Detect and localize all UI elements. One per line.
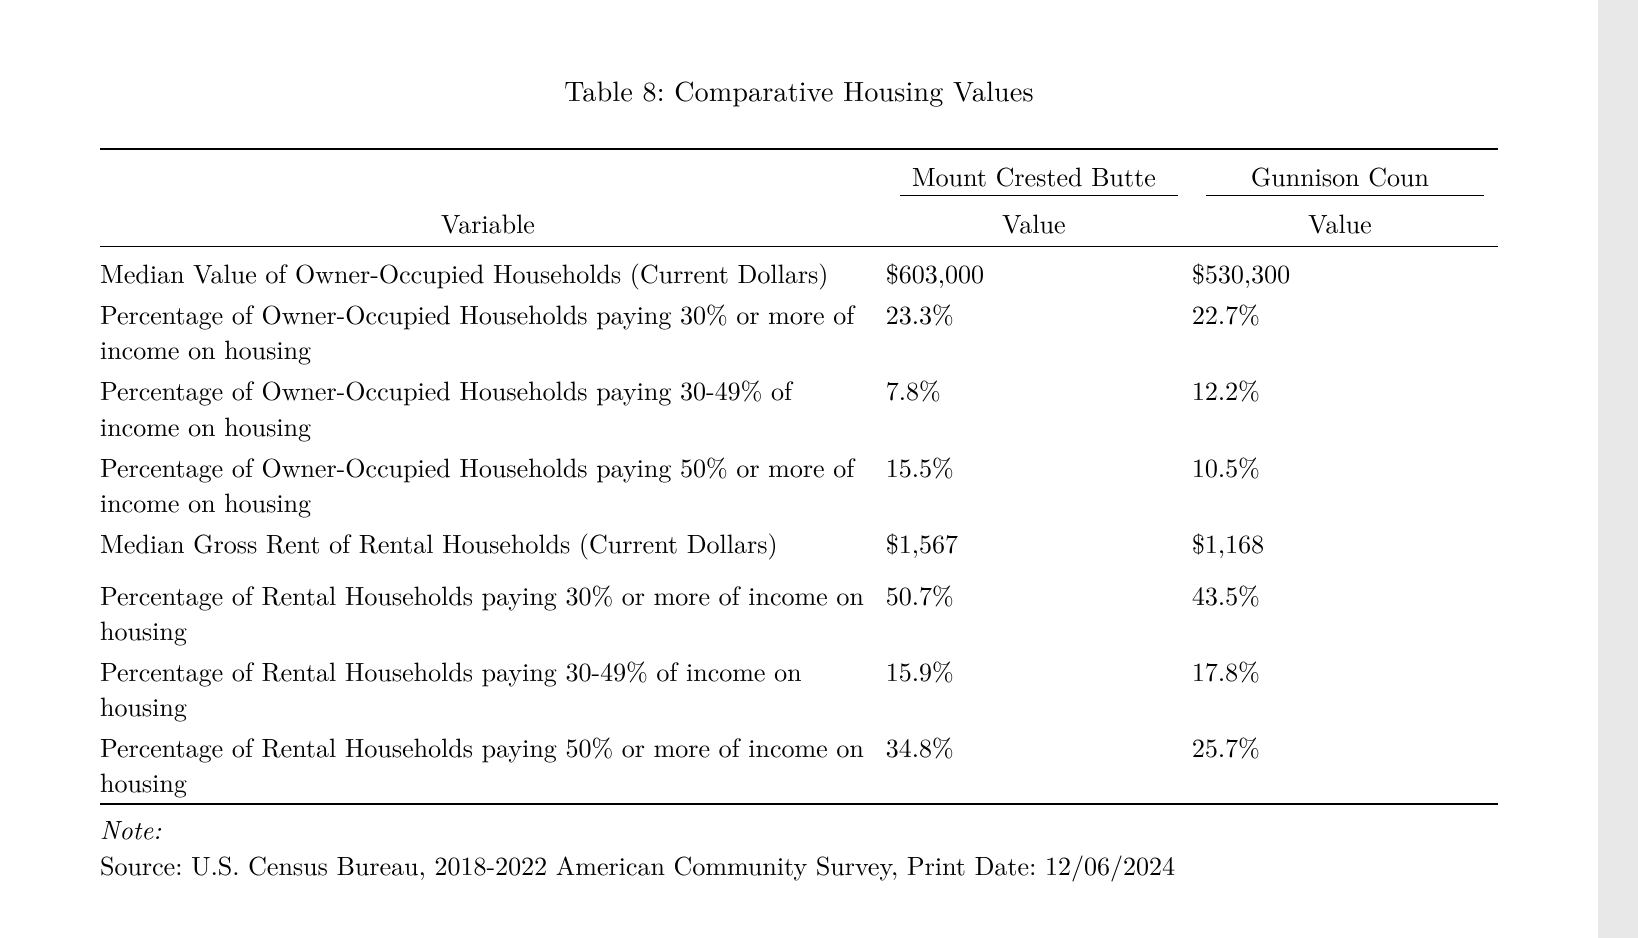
cell-value-1: $603,000 (886, 247, 1192, 294)
cell-value-1: 7.8% (886, 369, 1192, 445)
table-body-lower: Percentage of Rental Households paying 3… (100, 563, 1498, 804)
table-row: Percentage of Rental Households paying 3… (100, 650, 1498, 726)
cell-value-2: $530,300 (1192, 247, 1498, 294)
header-group-1: Mount Crested Butte (886, 149, 1192, 195)
cell-value-2: 43.5% (1192, 563, 1498, 650)
header-value-2: Value (1192, 201, 1498, 247)
header-group-2: Gunnison Coun (1192, 149, 1498, 195)
cell-value-1: $1,567 (886, 522, 1192, 563)
cell-value-1: 15.9% (886, 650, 1192, 726)
cell-variable: Percentage of Rental Households paying 3… (100, 563, 886, 650)
cell-value-2: 10.5% (1192, 446, 1498, 522)
cell-variable: Percentage of Owner-Occupied Households … (100, 369, 886, 445)
cell-variable: Percentage of Owner-Occupied Households … (100, 293, 886, 369)
cell-value-1: 23.3% (886, 293, 1192, 369)
cell-variable: Percentage of Rental Households paying 3… (100, 650, 886, 726)
table-row: Median Gross Rent of Rental Households (… (100, 522, 1498, 563)
cell-value-2: 25.7% (1192, 726, 1498, 803)
table-note: Note: Source: U.S. Census Bureau, 2018-2… (100, 811, 1498, 884)
note-source: Source: U.S. Census Bureau, 2018-2022 Am… (100, 846, 1175, 883)
header-group-row: Mount Crested Butte Gunnison Coun (100, 149, 1498, 195)
header-value-1: Value (886, 201, 1192, 247)
cell-variable: Median Gross Rent of Rental Households (… (100, 522, 886, 563)
table-caption: Table 8: Comparative Housing Values (100, 70, 1498, 110)
cell-variable: Percentage of Owner-Occupied Households … (100, 446, 886, 522)
cell-variable: Percentage of Rental Households paying 5… (100, 726, 886, 803)
table-row: Percentage of Rental Households paying 3… (100, 563, 1498, 650)
table-row: Percentage of Owner-Occupied Households … (100, 369, 1498, 445)
cell-value-1: 50.7% (886, 563, 1192, 650)
table-body-upper: Median Value of Owner-Occupied Household… (100, 247, 1498, 563)
header-variable: Variable (100, 201, 886, 247)
cell-value-2: $1,168 (1192, 522, 1498, 563)
cell-value-2: 17.8% (1192, 650, 1498, 726)
cell-value-1: 34.8% (886, 726, 1192, 803)
table-row: Percentage of Rental Households paying 5… (100, 726, 1498, 803)
cell-variable: Median Value of Owner-Occupied Household… (100, 247, 886, 294)
table-row: Percentage of Owner-Occupied Households … (100, 293, 1498, 369)
header-sub-row: Variable Value Value (100, 201, 1498, 247)
header-blank (100, 149, 886, 195)
table-row: Median Value of Owner-Occupied Household… (100, 247, 1498, 294)
note-label: Note: (100, 810, 161, 847)
cell-value-2: 12.2% (1192, 369, 1498, 445)
housing-table: Mount Crested Butte Gunnison Coun Variab… (100, 148, 1498, 805)
document-page: Table 8: Comparative Housing Values Moun… (0, 0, 1598, 938)
cell-value-1: 15.5% (886, 446, 1192, 522)
cell-value-2: 22.7% (1192, 293, 1498, 369)
table-row: Percentage of Owner-Occupied Households … (100, 446, 1498, 522)
